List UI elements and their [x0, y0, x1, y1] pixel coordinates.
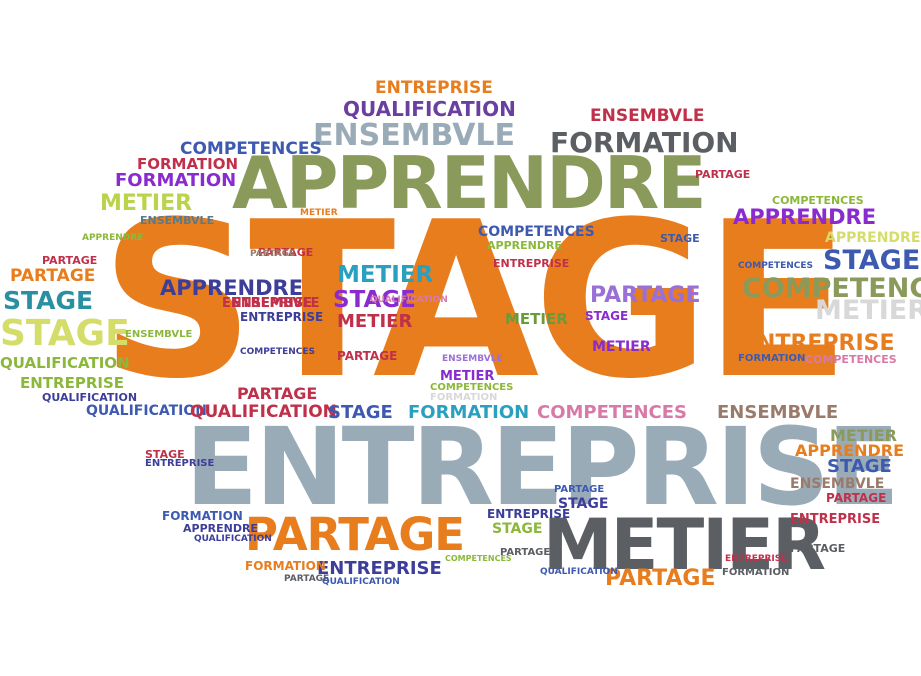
- word-qualification: QUALIFICATION: [86, 403, 207, 419]
- word-qualification: QUALIFICATION: [322, 577, 400, 587]
- word-partage: PARTAGE: [826, 491, 887, 505]
- word-stage: STAGE: [333, 287, 416, 313]
- word-competences: COMPETENCES: [445, 554, 512, 563]
- word-ensembvle: ENSEMBVLE: [790, 476, 885, 492]
- word-entreprise: ENTREPRISE: [790, 512, 881, 527]
- word-entreprise: ENTREPRISE: [375, 78, 493, 98]
- word-metier: METIER: [505, 310, 568, 328]
- word-formation: FORMATION: [722, 567, 790, 578]
- word-stage: STAGE: [492, 521, 543, 537]
- word-apprendre: APPRENDRE: [795, 441, 905, 460]
- word-entreprise: ENTREPRISE: [145, 458, 215, 469]
- word-metier-large: METIER: [543, 504, 826, 586]
- word-metier: METIER: [300, 208, 338, 218]
- word-entreprise: ENTREPRISE: [317, 558, 442, 579]
- word-competences: COMPETENCES: [180, 139, 322, 159]
- word-competences: COMPETENCES: [738, 261, 814, 271]
- word-qualification: QUALIFICATION: [194, 534, 272, 544]
- word-formation: FORMATION: [408, 402, 530, 423]
- word-ensembvle: ENSEMBVLE: [590, 106, 705, 126]
- word-competences: COMPETENCES: [430, 382, 514, 393]
- word-apprendre: APPRENDRE: [160, 276, 304, 300]
- word-formation: FORMATION: [430, 392, 498, 403]
- word-formation: FORMATION: [550, 126, 739, 159]
- word-ensembvle: ENSEMBVLE: [140, 214, 215, 227]
- word-partage: PARTAGE: [554, 484, 605, 495]
- word-stage: STAGE: [0, 313, 130, 354]
- word-stage: STAGE: [558, 496, 609, 512]
- word-competences: COMPETENCES: [240, 347, 316, 357]
- word-apprendre: APPRENDRE: [487, 239, 562, 252]
- word-metier: METIER: [100, 191, 193, 216]
- word-stage: STAGE: [145, 448, 185, 461]
- word-partage: PARTAGE: [10, 266, 96, 286]
- word-partage: PARTAGE: [695, 168, 751, 181]
- word-stage: STAGE: [328, 402, 393, 423]
- word-metier: METIER: [815, 295, 921, 326]
- word-partage: PARTAGE: [258, 246, 314, 259]
- word-partage: PARTAGE: [237, 384, 318, 403]
- word-ensembvle: ENSEMBVLE: [125, 329, 193, 340]
- word-qualification: QUALIFICATION: [343, 97, 516, 121]
- word-stage: STAGE: [827, 456, 892, 477]
- word-competences: COMPETENCES: [478, 224, 595, 240]
- word-partage: PARTAGE: [500, 547, 551, 558]
- word-formation: FORMATION: [115, 170, 237, 191]
- word-metier: METIER: [337, 311, 413, 332]
- word-formation: FORMATION: [137, 155, 239, 173]
- word-partage: PARTAGE: [250, 249, 296, 259]
- word-competences: COMPETENCES: [772, 194, 864, 207]
- word-entreprise: ENTREPRISE: [725, 554, 788, 564]
- word-partage: PARTAGE: [790, 542, 846, 555]
- word-metier: METIER: [440, 369, 495, 384]
- word-stage-main: STAGE: [100, 175, 851, 426]
- word-entreprise: ENTREPRISE: [742, 331, 895, 356]
- word-entreprise-large: ENTREPRISE: [185, 406, 900, 530]
- word-ensembvle: ENSEMBVLE: [717, 402, 839, 423]
- word-qualification: QUALIFICATION: [190, 402, 337, 422]
- word-metier: METIER: [830, 426, 897, 445]
- word-stage: STAGE: [660, 232, 700, 245]
- word-apprendre: APPRENDRE: [733, 205, 877, 229]
- word-apprendre-large: APPRENDRE: [232, 141, 707, 225]
- word-formation: FORMATION: [738, 353, 806, 364]
- word-partage: PARTAGE: [337, 349, 398, 363]
- word-metier: METIER: [592, 339, 651, 355]
- word-qualification: QUALIFICATION: [370, 295, 448, 305]
- word-apprendre: APPRENDRE: [82, 233, 144, 243]
- word-stage: STAGE: [823, 245, 921, 276]
- word-ensembvle: ENSEMBVLE: [442, 354, 503, 364]
- word-partage: PARTAGE: [590, 283, 701, 308]
- word-partage: PARTAGE: [605, 566, 716, 591]
- word-entreprise: ENTREPRISE: [487, 507, 571, 521]
- word-partage-large: PARTAGE: [245, 508, 465, 561]
- word-metier: METIER: [337, 262, 434, 288]
- word-entreprise: ENTREPRISE: [493, 257, 570, 270]
- word-stage: STAGE: [3, 286, 94, 315]
- word-formation: FORMATION: [162, 509, 243, 523]
- word-competences: COMPETENCES: [805, 353, 897, 366]
- word-ensembvle: ENSEMBVLE: [313, 118, 516, 153]
- word-competences: COMPETENCES: [742, 273, 921, 304]
- word-stage: STAGE: [585, 309, 629, 323]
- word-ensembvle: ENSEMBVLE: [232, 296, 320, 311]
- word-entreprise: ENTREPRISE: [222, 296, 313, 311]
- word-partage: PARTAGE: [284, 574, 330, 584]
- word-qualification: QUALIFICATION: [42, 391, 138, 404]
- word-formation: FORMATION: [245, 559, 326, 573]
- word-apprendre: APPRENDRE: [183, 522, 258, 535]
- word-qualification: QUALIFICATION: [0, 354, 130, 372]
- word-entreprise: ENTREPRISE: [240, 310, 324, 324]
- word-partage: PARTAGE: [42, 254, 98, 267]
- word-competences: COMPETENCES: [537, 402, 688, 423]
- word-qualification: QUALIFICATION: [540, 567, 618, 577]
- word-entreprise: ENTREPRISE: [20, 374, 125, 392]
- word-apprendre: APPRENDRE: [825, 230, 921, 246]
